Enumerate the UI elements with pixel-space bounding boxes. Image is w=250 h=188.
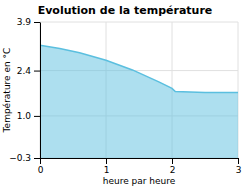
tick: 0 bbox=[38, 158, 44, 175]
plot: 0 1 2 3 −0.3 1.0 2.4 3.9 bbox=[9, 17, 241, 175]
chart: 0 1 2 3 −0.3 1.0 2.4 3.9 Evolution de la tempéra… bbox=[0, 0, 250, 188]
tick: 1 bbox=[104, 158, 110, 175]
tick-label: 3 bbox=[236, 165, 242, 175]
tick: 2 bbox=[170, 158, 176, 175]
x-axis: 0 1 2 3 bbox=[38, 158, 242, 175]
tick-label: 1.0 bbox=[17, 111, 32, 121]
marks bbox=[40, 45, 238, 158]
axis-line bbox=[40, 23, 41, 159]
tick-mark bbox=[172, 158, 173, 164]
tick-mark bbox=[106, 158, 107, 164]
tick-mark bbox=[238, 158, 239, 164]
grid-line bbox=[40, 22, 41, 158]
tick-label: 2.4 bbox=[17, 66, 32, 76]
tick-label: 3.9 bbox=[17, 17, 32, 27]
tick-label: −0.3 bbox=[9, 153, 31, 163]
title: Evolution de la température bbox=[38, 4, 213, 17]
x-axis-title: heure par heure bbox=[103, 176, 176, 186]
tick-label: 1 bbox=[104, 165, 110, 175]
tick: −0.3 bbox=[9, 153, 40, 163]
axis-line bbox=[41, 158, 239, 159]
tick: 3 bbox=[236, 158, 242, 175]
tick: 3.9 bbox=[17, 17, 40, 27]
tick-mark bbox=[34, 158, 40, 159]
tick-label: 0 bbox=[38, 165, 44, 175]
line bbox=[40, 45, 238, 92]
area bbox=[40, 45, 238, 158]
tick-mark bbox=[34, 71, 40, 72]
y-axis-title: Température en °C bbox=[2, 48, 12, 134]
grid-line bbox=[40, 22, 238, 23]
tick: 1.0 bbox=[17, 111, 40, 121]
y-axis: −0.3 1.0 2.4 3.9 bbox=[9, 17, 40, 163]
tick: 2.4 bbox=[17, 66, 40, 76]
grid bbox=[40, 22, 238, 158]
tick-mark bbox=[34, 22, 40, 23]
tick-mark bbox=[40, 158, 41, 164]
tick-mark bbox=[34, 116, 40, 117]
tick-label: 2 bbox=[170, 165, 176, 175]
